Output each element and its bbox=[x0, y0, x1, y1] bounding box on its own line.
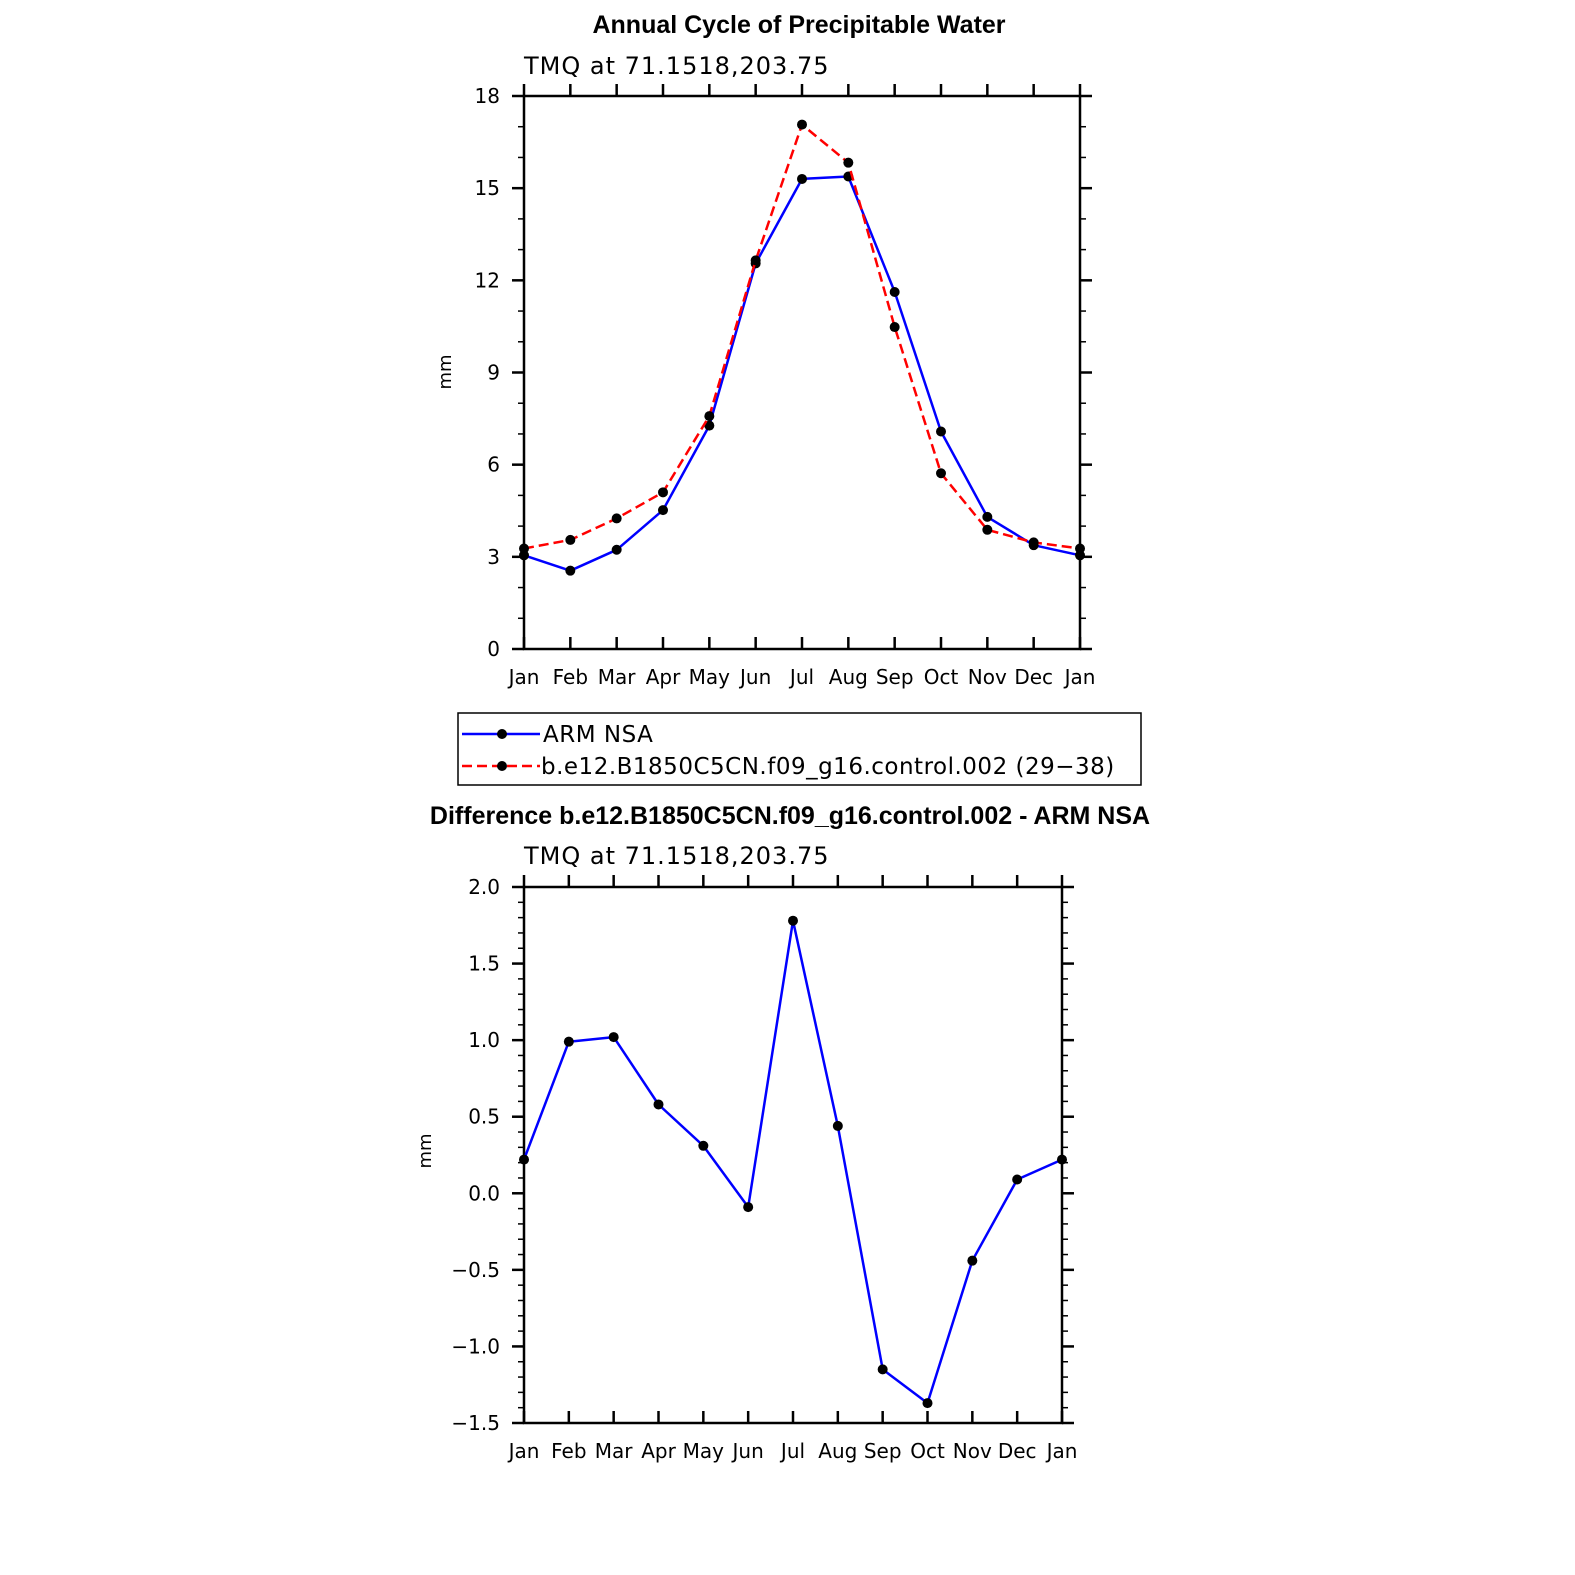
data-point-0 bbox=[889, 287, 900, 298]
y-tick-label: 15 bbox=[475, 176, 500, 200]
diff-data-point-0 bbox=[1012, 1174, 1023, 1185]
diff-x-tick-label: Sep bbox=[864, 1439, 902, 1463]
x-tick-label: Oct bbox=[924, 665, 959, 689]
x-tick-label: Jun bbox=[738, 665, 771, 689]
data-point-1 bbox=[565, 534, 576, 545]
x-tick-label: Feb bbox=[553, 665, 588, 689]
data-point-1 bbox=[750, 255, 761, 266]
diff-x-tick-label: Aug bbox=[818, 1439, 857, 1463]
data-point-0 bbox=[658, 505, 668, 516]
diff-data-point-0 bbox=[922, 1398, 933, 1409]
x-tick-label: Aug bbox=[829, 665, 868, 689]
data-point-0 bbox=[797, 173, 807, 184]
legend-label-model: b.e12.B1850C5CN.f09_g16.control.002 (29−… bbox=[541, 754, 1115, 780]
diff-y-tick-label: 0.0 bbox=[468, 1181, 500, 1205]
difference-panel: Difference b.e12.B1850C5CN.f09_g16.contr… bbox=[415, 802, 1150, 1463]
legend-frame bbox=[457, 712, 1142, 786]
data-point-0 bbox=[936, 426, 946, 437]
difference-chart-subtitle: TMQ at 71.1518,203.75 bbox=[523, 842, 829, 870]
chart-title: Annual Cycle of Precipitable Water bbox=[592, 11, 1005, 39]
x-tick-label: Sep bbox=[876, 665, 914, 689]
diff-series-line-0 bbox=[522, 919, 1063, 1405]
data-point-0 bbox=[704, 420, 715, 431]
diff-data-point-0 bbox=[519, 1154, 529, 1165]
x-tick-label: Mar bbox=[598, 665, 637, 689]
diff-y-tick-label: −0.5 bbox=[451, 1258, 500, 1282]
diff-y-tick-label: 2.0 bbox=[468, 875, 500, 899]
diff-data-point-0 bbox=[743, 1202, 754, 1213]
legend-label-arm-nsa: ARM NSA bbox=[543, 722, 653, 748]
x-tick-label: Jan bbox=[1063, 665, 1096, 689]
data-point-1 bbox=[889, 322, 900, 333]
data-point-0 bbox=[565, 565, 576, 576]
diff-data-point-0 bbox=[698, 1140, 709, 1151]
diff-y-tick-label: 1.5 bbox=[468, 952, 500, 976]
data-point-1 bbox=[1075, 543, 1085, 554]
data-point-1 bbox=[658, 487, 668, 498]
data-point-1 bbox=[797, 119, 807, 130]
diff-x-tick-label: Feb bbox=[551, 1439, 586, 1463]
x-tick-label: May bbox=[689, 665, 731, 689]
diff-plot-frame bbox=[522, 885, 1064, 1425]
diff-y-tick-label: −1.5 bbox=[451, 1411, 500, 1435]
diff-x-tick-label: Jul bbox=[779, 1439, 805, 1463]
x-tick-label: Dec bbox=[1014, 665, 1053, 689]
diff-data-point-0 bbox=[1057, 1154, 1067, 1165]
difference-chart-title: Difference b.e12.B1850C5CN.f09_g16.contr… bbox=[430, 802, 1150, 830]
x-tick-label: Apr bbox=[646, 665, 681, 689]
series-line-0 bbox=[523, 175, 1081, 572]
diff-data-point-0 bbox=[967, 1255, 978, 1266]
y-axis-label: mm bbox=[435, 354, 456, 389]
diff-x-tick-label: Oct bbox=[910, 1439, 945, 1463]
diff-x-tick-label: Jan bbox=[507, 1439, 540, 1463]
data-point-1 bbox=[611, 513, 622, 524]
diff-x-tick-label: Dec bbox=[998, 1439, 1037, 1463]
diff-data-point-0 bbox=[608, 1032, 619, 1043]
diff-data-point-0 bbox=[563, 1036, 574, 1047]
legend-marker-model bbox=[497, 761, 507, 771]
diff-data-point-0 bbox=[653, 1099, 664, 1110]
data-point-1 bbox=[936, 468, 946, 479]
diff-x-tick-label: Nov bbox=[953, 1439, 992, 1463]
diff-x-tick-label: Mar bbox=[595, 1439, 634, 1463]
y-tick-label: 6 bbox=[487, 453, 500, 477]
y-tick-label: 0 bbox=[487, 637, 500, 661]
x-tick-label: Jul bbox=[788, 665, 814, 689]
data-point-1 bbox=[519, 543, 529, 554]
data-point-1 bbox=[704, 411, 715, 422]
diff-y-tick-label: 1.0 bbox=[468, 1028, 500, 1052]
difference-y-axis-label: mm bbox=[415, 1133, 436, 1168]
diff-x-tick-label: Jan bbox=[1045, 1439, 1078, 1463]
diff-x-tick-label: Jun bbox=[731, 1439, 764, 1463]
data-point-0 bbox=[982, 511, 993, 522]
data-point-0 bbox=[611, 544, 622, 555]
data-point-1 bbox=[1028, 537, 1039, 548]
diff-x-tick-label: May bbox=[683, 1439, 725, 1463]
series-line-1 bbox=[523, 123, 1081, 550]
annual-cycle-panel: Annual Cycle of Precipitable Water TMQ a… bbox=[435, 11, 1095, 689]
x-tick-label: Nov bbox=[968, 665, 1007, 689]
x-tick-label: Jan bbox=[507, 665, 540, 689]
diff-data-point-0 bbox=[788, 915, 798, 926]
diff-y-tick-label: −1.0 bbox=[451, 1334, 500, 1358]
data-point-1 bbox=[982, 524, 993, 535]
chart-subtitle: TMQ at 71.1518,203.75 bbox=[523, 52, 829, 80]
legend: ARM NSA b.e12.B1850C5CN.f09_g16.control.… bbox=[457, 712, 1142, 786]
diff-x-tick-label: Apr bbox=[641, 1439, 676, 1463]
y-tick-label: 12 bbox=[475, 268, 500, 292]
diff-data-point-0 bbox=[832, 1120, 843, 1131]
legend-marker-arm-nsa bbox=[497, 729, 507, 739]
y-tick-label: 3 bbox=[487, 545, 500, 569]
diff-data-point-0 bbox=[877, 1364, 888, 1375]
diff-y-tick-label: 0.5 bbox=[468, 1105, 500, 1129]
data-point-1 bbox=[843, 157, 854, 168]
y-tick-label: 9 bbox=[487, 361, 500, 385]
y-tick-label: 18 bbox=[475, 84, 500, 108]
